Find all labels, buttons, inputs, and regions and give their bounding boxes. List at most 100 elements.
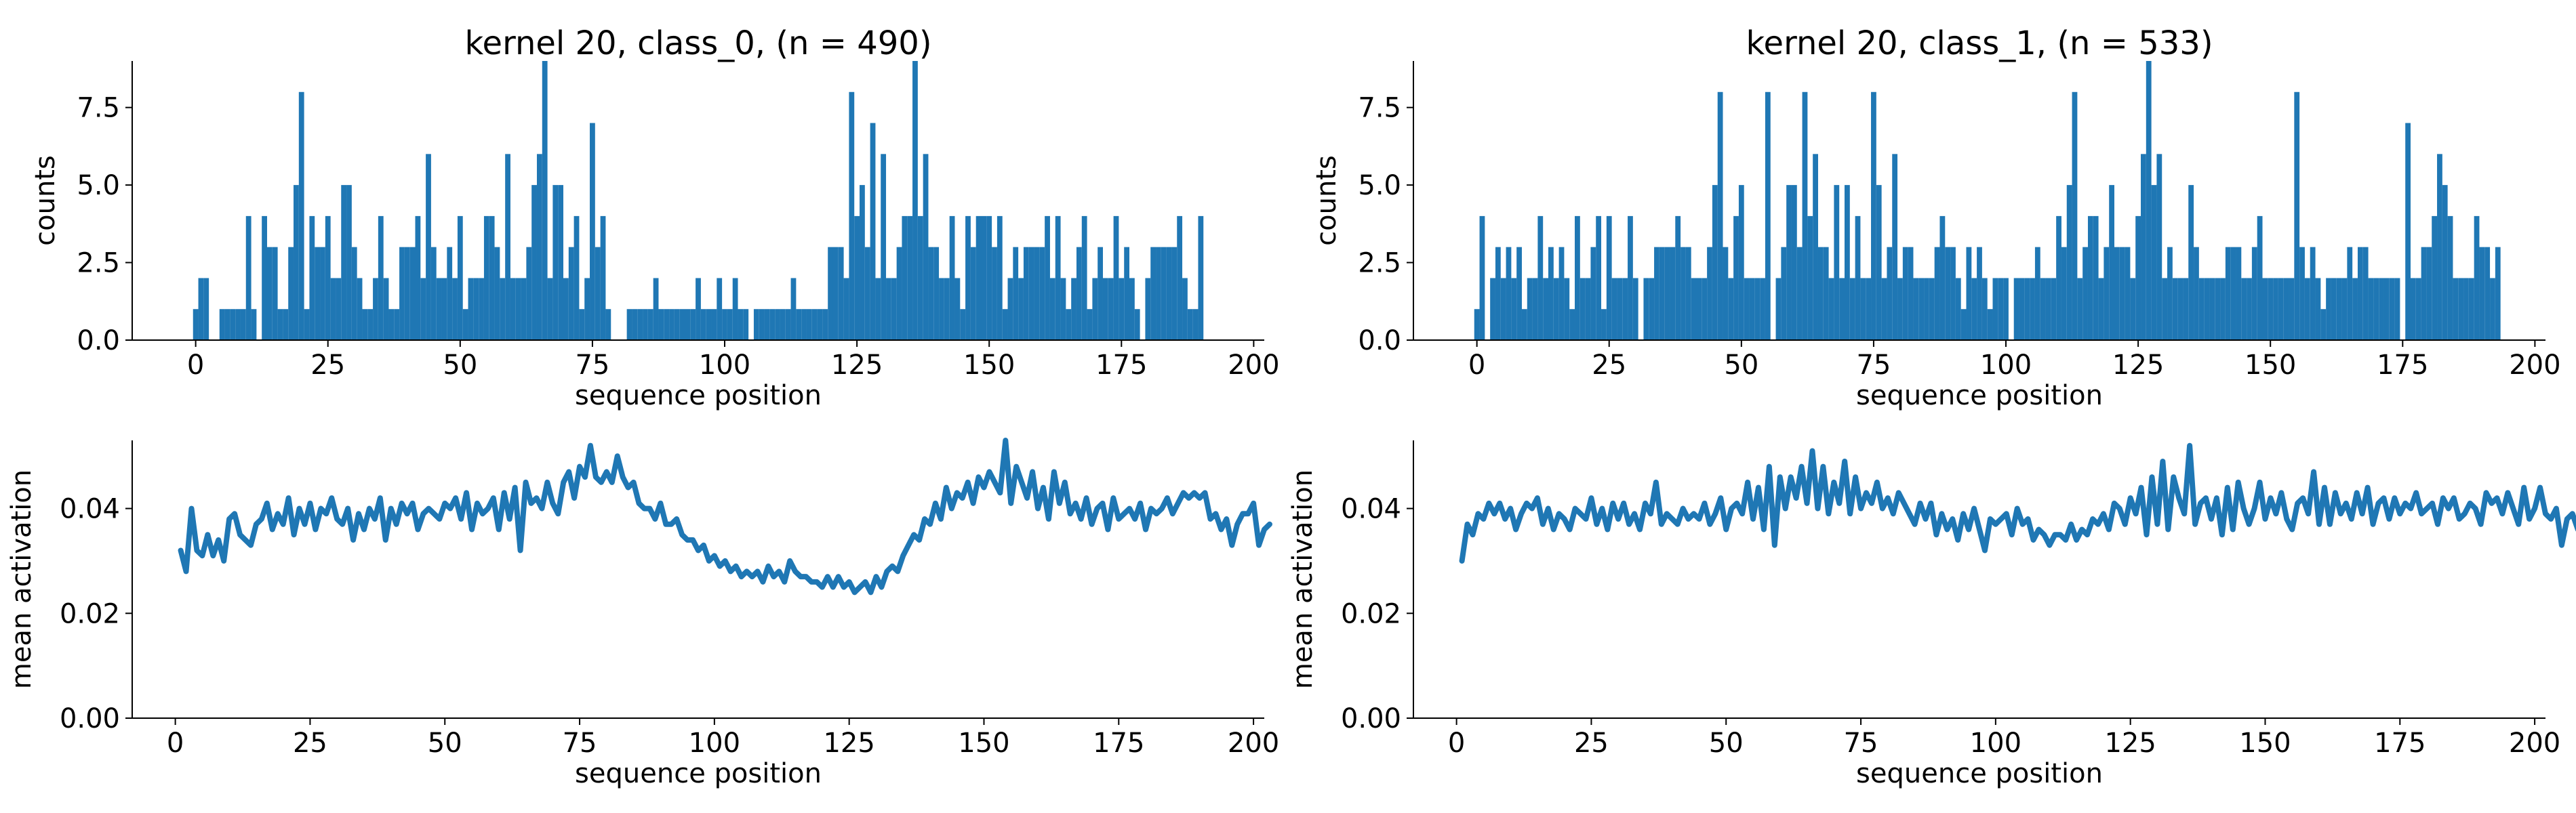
histogram-bar [1628,215,1633,340]
histogram-bar [790,278,797,340]
histogram-bar [1659,247,1665,340]
histogram-bar [309,215,315,340]
x-tick-label: 25 [310,350,345,381]
y-tick-label: 0.02 [60,598,120,629]
histogram-bar [2368,278,2374,340]
histogram-bar [2251,247,2257,340]
y-axis-label: mean activation [6,470,37,689]
x-tick-label: 125 [831,350,883,381]
histogram-bar [2130,278,2136,340]
x-tick-label: 75 [1856,350,1891,381]
histogram-bar [2125,247,2131,340]
x-tick-label: 100 [699,350,750,381]
histogram-bar [2040,278,2046,340]
x-tick-label: 0 [167,728,184,759]
histogram-bar [1670,247,1676,340]
histogram-bar [2209,278,2215,340]
histogram-bar [457,215,463,340]
histogram-bar [1045,215,1050,340]
histogram-bar [891,278,897,340]
histogram-bar [2061,247,2067,340]
histogram-bar [965,215,971,340]
x-tick-label: 125 [2112,350,2164,381]
histogram-bar [1579,278,1586,340]
histogram-bar [2268,278,2274,340]
histogram-bar [732,278,738,340]
histogram-bar [367,309,374,340]
histogram-bar [1558,247,1565,340]
activation-line [1459,442,2576,564]
histogram-bar [1908,247,1914,340]
histogram-bar [1076,247,1082,340]
histogram-bar [1129,278,1135,340]
histogram-bar [394,309,400,340]
histogram-bar [2437,154,2442,341]
y-tick-label: 0.04 [60,494,120,525]
histogram-bar [1733,215,1739,340]
histogram-bar [632,309,638,340]
x-tick-label: 125 [823,728,874,759]
histogram-bar [595,247,601,340]
histogram-bar [1955,278,1961,340]
histogram-bar [1161,247,1167,340]
histogram-bar [2151,185,2157,340]
histogram-bar [1049,278,1055,340]
histogram-bar [2362,247,2369,340]
y-tick-label: 0.00 [60,703,120,734]
histogram-bar [2310,247,2316,340]
histogram-bar [917,215,923,340]
histogram-bar [669,309,675,340]
histogram-bar [1760,278,1765,340]
histogram-bar [2289,278,2295,340]
histogram-bar [531,185,537,340]
histogram-bar [1881,278,1887,340]
histogram-bar [479,278,484,340]
histogram-bar [1028,247,1034,340]
histogram-bar [2341,278,2348,340]
histogram-bar [1018,278,1024,340]
x-tick-label: 200 [2509,728,2560,759]
histogram-bar [832,247,839,340]
histogram-bar [2104,247,2110,340]
histogram-bar [1786,185,1792,340]
histogram-bar [907,215,913,340]
histogram-bar [706,309,712,340]
histogram-bar [1543,278,1548,340]
histogram-bar [2379,278,2384,340]
histogram-bar [1823,247,1829,340]
histogram-bar [1474,309,1480,340]
histogram-bar [2352,278,2358,340]
histogram-bar [1506,247,1512,340]
histogram-bar [653,278,659,340]
histogram-bar [2188,185,2194,340]
histogram-bar [536,154,542,341]
histogram-bar [224,309,230,340]
histogram-bar [1738,185,1744,340]
x-tick-label: 25 [293,728,327,759]
histogram-bar [600,215,606,340]
histogram-bar [1039,247,1045,340]
histogram-bar [2098,278,2104,340]
histogram-bar [2299,247,2305,340]
histogram-bar [235,309,241,340]
histogram-bar [1902,247,1908,340]
x-tick-label: 200 [1228,728,1279,759]
histogram-bar [1134,309,1140,340]
histogram-bar [1479,215,1485,340]
histogram-bar [1913,278,1919,340]
x-tick-label: 175 [2377,350,2428,381]
histogram-bar [2114,247,2120,340]
x-tick-label: 100 [1970,728,2021,759]
histogram-bar [388,309,395,340]
histogram-bar [2278,278,2284,340]
histogram-bar [1575,215,1580,340]
histogram-bar [219,309,225,340]
histogram-bar [811,309,818,340]
histogram-bar [1548,247,1554,340]
histogram-bar [1596,215,1602,340]
chart-panel-2: 0 25 50 75 100 125 150 175 200 0.0 2.5 5.0 7.5 sequen… [1311,24,2561,411]
histogram-bar [2453,278,2459,340]
histogram-bar [843,278,849,340]
histogram-bar [2030,278,2035,340]
histogram-bar [336,278,342,340]
